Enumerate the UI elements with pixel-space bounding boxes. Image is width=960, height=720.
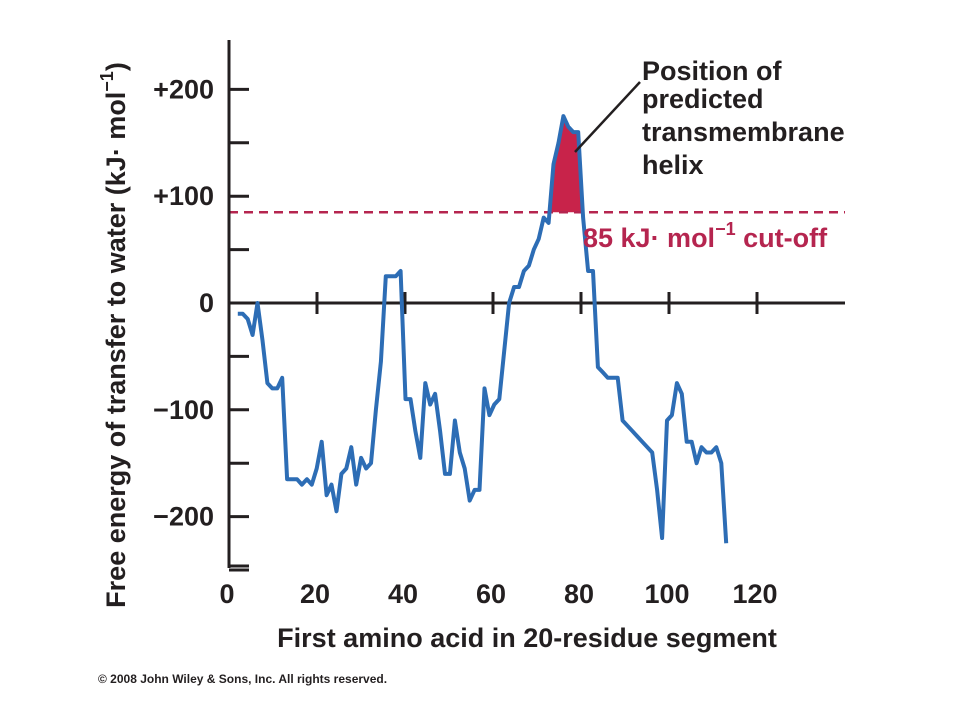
x-tick-label: 80 bbox=[564, 579, 594, 609]
y-axis-title-sup: −1 bbox=[97, 71, 117, 92]
cutoff-label: 85 kJ· mol−1 cut-off bbox=[583, 219, 828, 253]
annotation-line-1: Position of bbox=[642, 56, 782, 86]
cutoff-label-tail: cut-off bbox=[736, 223, 828, 253]
y-tick-label: 0 bbox=[199, 288, 214, 318]
series-line bbox=[237, 114, 729, 544]
annotation-line-2: predicted bbox=[642, 84, 764, 114]
x-tick-labels: 0 20 40 60 80 100 120 bbox=[219, 579, 777, 609]
y-tick-label: +100 bbox=[153, 181, 214, 211]
annotation-label: Position of predicted transmembrane heli… bbox=[642, 56, 852, 180]
y-tick-label: −200 bbox=[153, 502, 214, 532]
x-tick-label: 20 bbox=[300, 579, 330, 609]
x-axis-zero-ticks bbox=[315, 292, 759, 314]
annotation-line-3: transmembrane bbox=[642, 117, 845, 147]
y-tick-label: +200 bbox=[153, 74, 214, 104]
x-tick-label: 0 bbox=[219, 579, 234, 609]
x-axis-title: First amino acid in 20-residue segment bbox=[277, 623, 777, 653]
annotation-line-4: helix bbox=[642, 150, 704, 180]
y-tick-labels: +200 +100 0 −100 −200 bbox=[153, 74, 214, 531]
y-axis-ticks bbox=[229, 87, 249, 572]
cutoff-label-sup: −1 bbox=[715, 219, 736, 239]
cutoff-label-main: 85 kJ· mol bbox=[583, 223, 715, 253]
x-tick-label: 40 bbox=[388, 579, 418, 609]
x-tick-label: 100 bbox=[644, 579, 689, 609]
transmembrane-highlight bbox=[549, 116, 583, 213]
y-tick-label: −100 bbox=[153, 395, 214, 425]
y-axis-title: Free energy of transfer to water (kJ· mo… bbox=[97, 62, 131, 608]
y-axis-title-close: ) bbox=[101, 62, 131, 71]
copyright-notice: © 2008 John Wiley & Sons, Inc. All right… bbox=[98, 672, 388, 686]
x-tick-label: 60 bbox=[476, 579, 506, 609]
x-tick-label: 120 bbox=[732, 579, 777, 609]
y-axis-title-main: Free energy of transfer to water (kJ· mo… bbox=[101, 92, 131, 608]
annotation-leader-line bbox=[574, 81, 641, 153]
